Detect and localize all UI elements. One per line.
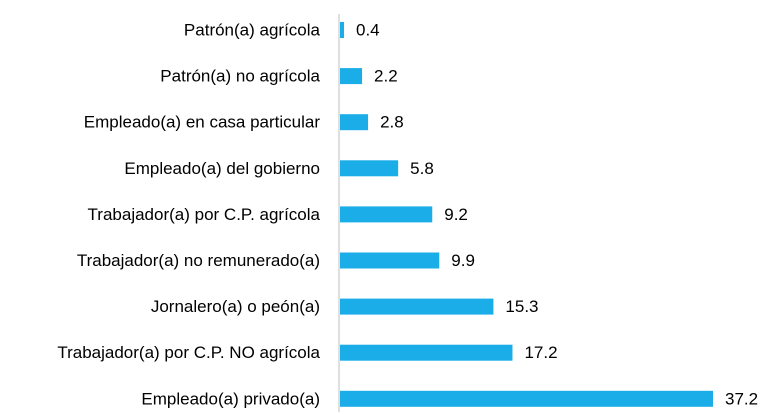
category-label: Trabajador(a) no remunerado(a)	[77, 251, 320, 270]
category-label: Patrón(a) no agrícola	[160, 67, 320, 86]
value-label: 15.3	[505, 297, 538, 316]
value-label: 0.4	[356, 20, 380, 39]
category-label: Trabajador(a) por C.P. agrícola	[88, 205, 321, 224]
bar	[340, 252, 440, 269]
value-label: 2.8	[380, 113, 404, 132]
bar	[340, 22, 345, 38]
bar	[340, 68, 363, 85]
value-label: 2.2	[374, 67, 398, 86]
category-label: Jornalero(a) o peón(a)	[151, 297, 320, 316]
value-label: 9.9	[451, 251, 475, 270]
bar	[340, 160, 399, 177]
bar	[340, 298, 494, 315]
category-label: Trabajador(a) por C.P. NO agrícola	[57, 343, 320, 362]
category-label: Empleado(a) privado(a)	[141, 389, 320, 408]
value-label: 5.8	[410, 159, 434, 178]
value-label: 37.2	[725, 389, 758, 408]
bar	[340, 344, 513, 361]
category-label: Empleado(a) del gobierno	[124, 159, 320, 178]
value-label: 17.2	[524, 343, 557, 362]
value-label: 9.2	[444, 205, 468, 224]
bar	[340, 206, 433, 223]
category-label: Empleado(a) en casa particular	[84, 113, 321, 132]
category-label: Patrón(a) agrícola	[184, 20, 321, 39]
bar	[340, 114, 369, 131]
bar	[340, 390, 713, 407]
